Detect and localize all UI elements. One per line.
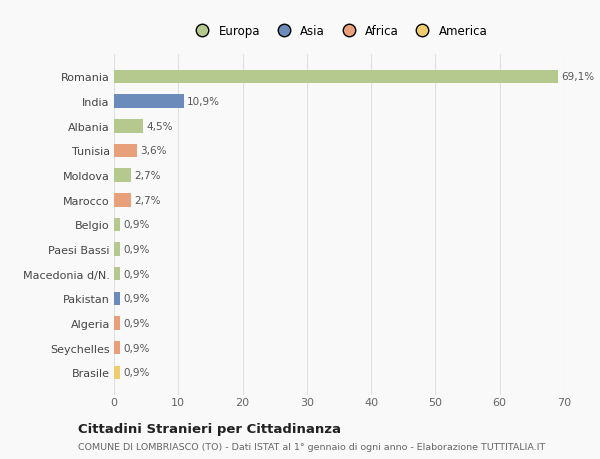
Bar: [114, 243, 120, 256]
Text: 69,1%: 69,1%: [562, 73, 595, 82]
Text: COMUNE DI LOMBRIASCO (TO) - Dati ISTAT al 1° gennaio di ogni anno - Elaborazione: COMUNE DI LOMBRIASCO (TO) - Dati ISTAT a…: [78, 442, 545, 451]
Text: Cittadini Stranieri per Cittadinanza: Cittadini Stranieri per Cittadinanza: [78, 422, 341, 436]
Bar: [114, 292, 120, 306]
Legend: Europa, Asia, Africa, America: Europa, Asia, Africa, America: [185, 20, 493, 43]
Text: 0,9%: 0,9%: [123, 220, 149, 230]
Bar: [114, 341, 120, 355]
Text: 3,6%: 3,6%: [140, 146, 167, 156]
Bar: [114, 366, 120, 379]
Bar: [114, 169, 131, 183]
Text: 0,9%: 0,9%: [123, 343, 149, 353]
Bar: [114, 218, 120, 232]
Bar: [114, 317, 120, 330]
Bar: [114, 120, 143, 133]
Text: 0,9%: 0,9%: [123, 269, 149, 279]
Text: 2,7%: 2,7%: [134, 196, 161, 205]
Bar: [114, 267, 120, 281]
Text: 0,9%: 0,9%: [123, 368, 149, 377]
Text: 0,9%: 0,9%: [123, 319, 149, 328]
Text: 0,9%: 0,9%: [123, 245, 149, 254]
Bar: [114, 194, 131, 207]
Text: 0,9%: 0,9%: [123, 294, 149, 304]
Text: 2,7%: 2,7%: [134, 171, 161, 181]
Text: 10,9%: 10,9%: [187, 97, 220, 107]
Bar: [114, 144, 137, 158]
Text: 4,5%: 4,5%: [146, 122, 173, 131]
Bar: [114, 95, 184, 109]
Bar: [114, 71, 558, 84]
